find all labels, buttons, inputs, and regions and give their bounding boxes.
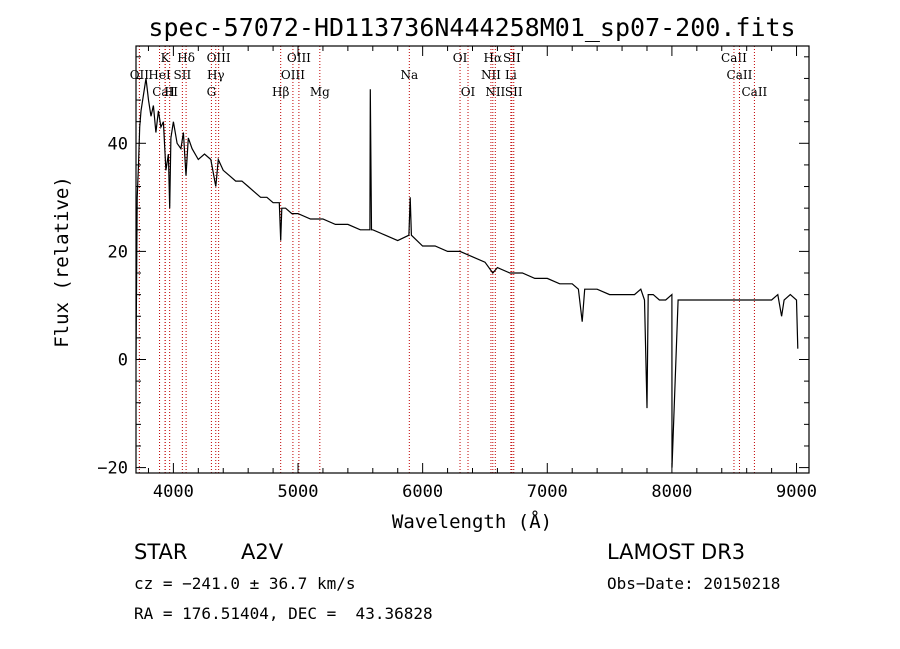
spectral-subclass: A2V bbox=[241, 540, 284, 564]
x-tick-label: 6000 bbox=[402, 482, 443, 502]
object-class: STAR bbox=[134, 540, 188, 564]
line-marker-label: K bbox=[161, 51, 171, 65]
line-marker-label: Hδ bbox=[177, 51, 195, 65]
plot-frame bbox=[135, 45, 810, 474]
line-marker-label: OIII bbox=[287, 51, 311, 65]
x-axis-label: Wavelength (Å) bbox=[392, 510, 552, 533]
spectrum-series-flux bbox=[135, 78, 799, 468]
line-marker-label: H bbox=[164, 85, 174, 99]
line-marker-label: SII bbox=[174, 68, 192, 82]
line-marker-label: OIII bbox=[207, 51, 231, 65]
observation-date: Obs−Date: 20150218 bbox=[607, 574, 781, 593]
x-tick-label: 8000 bbox=[651, 482, 692, 502]
chart-title: spec-57072-HD113736N444258M01_sp07-200.f… bbox=[148, 13, 795, 42]
y-tick-label: −20 bbox=[97, 459, 128, 479]
line-marker-label: NII bbox=[485, 85, 505, 99]
coordinates: RA = 176.51404, DEC = 43.36828 bbox=[134, 604, 433, 623]
y-tick-label: 0 bbox=[118, 350, 128, 370]
x-tick-label: 4000 bbox=[153, 482, 194, 502]
survey-name: LAMOST DR3 bbox=[607, 540, 746, 564]
line-marker-label: CaII bbox=[741, 85, 767, 99]
y-tick-label: 20 bbox=[108, 242, 128, 262]
line-marker-label: Hα bbox=[484, 51, 503, 65]
x-tick-label: 9000 bbox=[776, 482, 817, 502]
x-tick-label: 5000 bbox=[278, 482, 319, 502]
line-marker-label: G bbox=[207, 85, 217, 99]
x-tick-label: 7000 bbox=[527, 482, 568, 502]
axis-ticks: 4000 5000 6000 7000 8000 9000 −20 0 20 40 bbox=[97, 46, 817, 502]
line-marker-label: CaII bbox=[727, 68, 753, 82]
line-marker-label: OIII bbox=[281, 68, 305, 82]
redshift-value: cz = −241.0 ± 36.7 km/s bbox=[134, 574, 356, 593]
line-marker-label: Li bbox=[505, 68, 517, 82]
y-axis-label: Flux (relative) bbox=[51, 176, 73, 348]
line-marker-label: Hβ bbox=[272, 85, 289, 99]
line-marker-label: Mg bbox=[310, 85, 330, 99]
line-marker-label: Hγ bbox=[207, 68, 225, 82]
line-marker-label: HeI bbox=[148, 68, 171, 82]
line-marker-label: SII bbox=[503, 51, 521, 65]
line-marker-label: OII bbox=[130, 68, 150, 82]
line-marker-label: OI bbox=[461, 85, 476, 99]
line-marker-label: CaII bbox=[721, 51, 747, 65]
line-marker-label: NII bbox=[481, 68, 501, 82]
line-marker-label: SII bbox=[505, 85, 523, 99]
line-marker-label: Na bbox=[400, 68, 418, 82]
y-tick-label: 40 bbox=[108, 134, 128, 154]
line-marker-label: OI bbox=[453, 51, 468, 65]
